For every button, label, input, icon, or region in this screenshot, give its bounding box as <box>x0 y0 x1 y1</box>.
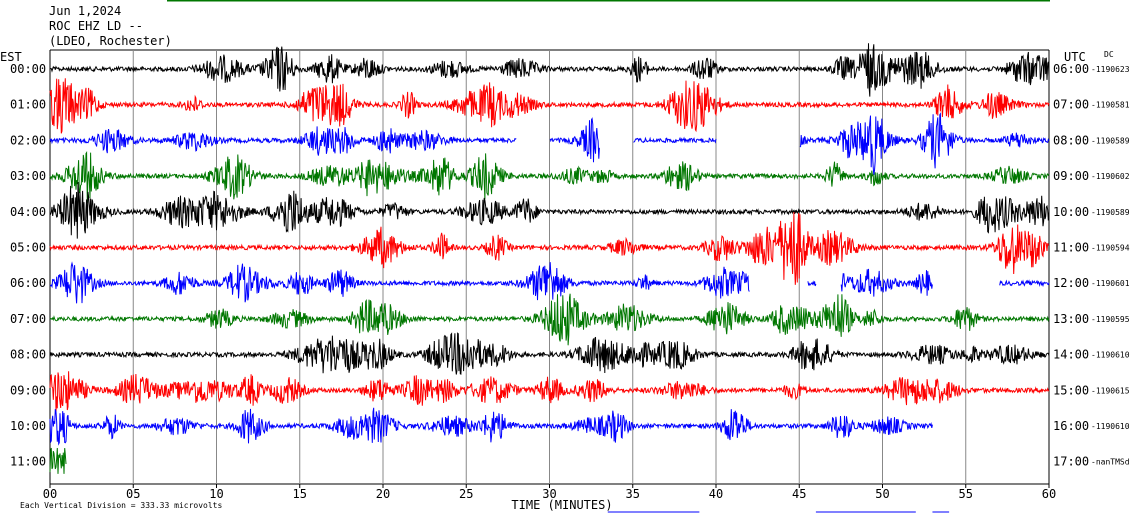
header-date: Jun 1,2024 <box>49 4 122 18</box>
row-dc-value: -1190589 <box>1091 208 1130 217</box>
seismic-trace <box>49 293 1050 346</box>
row-label-utc: 14:00 <box>1053 348 1089 362</box>
x-tick-label: 00 <box>43 487 57 501</box>
row-dc-value: -1190601 <box>1091 279 1130 288</box>
row-dc-value: -1190615 <box>1091 386 1130 395</box>
row-label-est: 07:00 <box>10 312 46 326</box>
row-label-est: 02:00 <box>10 133 46 147</box>
x-tick-label: 50 <box>875 487 889 501</box>
row-dc-value: -1190595 <box>1091 315 1130 324</box>
row-dc-value: -1190610 <box>1091 422 1130 431</box>
x-tick-label: 35 <box>626 487 640 501</box>
x-tick-label: 60 <box>1042 487 1056 501</box>
row-dc-value: -nanTMSd <box>1091 458 1130 467</box>
seismic-trace <box>49 150 1050 203</box>
row-label-est: 10:00 <box>10 419 46 433</box>
header-station: ROC EHZ LD -- <box>49 19 143 33</box>
left-zone-label: EST <box>0 50 22 64</box>
x-axis-title: TIME (MINUTES) <box>511 498 612 512</box>
row-label-utc: 16:00 <box>1053 419 1089 433</box>
row-dc-value: -1190594 <box>1091 244 1130 253</box>
row-label-utc: 13:00 <box>1053 312 1089 326</box>
header-network: (LDEO, Rochester) <box>49 34 172 48</box>
row-label-est: 09:00 <box>10 383 46 397</box>
row-label-utc: 17:00 <box>1053 455 1089 469</box>
row-label-est: 00:00 <box>10 62 46 76</box>
row-label-est: 05:00 <box>10 241 46 255</box>
row-label-utc: 11:00 <box>1053 241 1089 255</box>
x-tick-label: 55 <box>959 487 973 501</box>
row-label-utc: 07:00 <box>1053 98 1089 112</box>
row-label-utc: 09:00 <box>1053 169 1089 183</box>
row-label-est: 03:00 <box>10 169 46 183</box>
row-label-est: 04:00 <box>10 205 46 219</box>
x-tick-label: 45 <box>792 487 806 501</box>
seismic-trace <box>49 447 67 474</box>
seismic-trace <box>49 78 1050 134</box>
seismic-trace <box>49 332 1050 375</box>
row-label-utc: 10:00 <box>1053 205 1089 219</box>
trace-group <box>49 43 1050 474</box>
seismic-trace <box>49 371 1050 412</box>
footer-note: Each Vertical Division = 333.33 microvol… <box>20 501 222 510</box>
row-dc-value: -1190589 <box>1091 136 1130 145</box>
dc-label: DC <box>1104 50 1114 59</box>
seismic-trace <box>49 181 1050 239</box>
x-tick-label: 40 <box>709 487 723 501</box>
row-label-utc: 15:00 <box>1053 383 1089 397</box>
row-label-est: 01:00 <box>10 98 46 112</box>
row-label-utc: 06:00 <box>1053 62 1089 76</box>
row-dc-value: -1190602 <box>1091 172 1130 181</box>
row-dc-value: -1190610 <box>1091 351 1130 360</box>
x-tick-label: 30 <box>542 487 556 501</box>
row-dc-value: -1190581 <box>1091 101 1130 110</box>
seismic-trace <box>49 407 933 446</box>
row-label-utc: 12:00 <box>1053 276 1089 290</box>
seismic-trace <box>49 43 1050 97</box>
x-tick-label: 20 <box>376 487 390 501</box>
right-zone-label: UTC <box>1064 50 1086 64</box>
seismic-trace <box>49 112 1050 176</box>
x-tick-label: 15 <box>293 487 307 501</box>
x-tick-label: 05 <box>126 487 140 501</box>
seismic-trace <box>49 261 1050 304</box>
row-dc-value: -1190623 <box>1091 65 1130 74</box>
row-label-est: 08:00 <box>10 348 46 362</box>
x-tick-label: 25 <box>459 487 473 501</box>
row-label-est: 06:00 <box>10 276 46 290</box>
seismic-trace <box>49 211 1050 285</box>
row-label-est: 11:00 <box>10 455 46 469</box>
x-tick-label: 10 <box>209 487 223 501</box>
row-label-utc: 08:00 <box>1053 133 1089 147</box>
